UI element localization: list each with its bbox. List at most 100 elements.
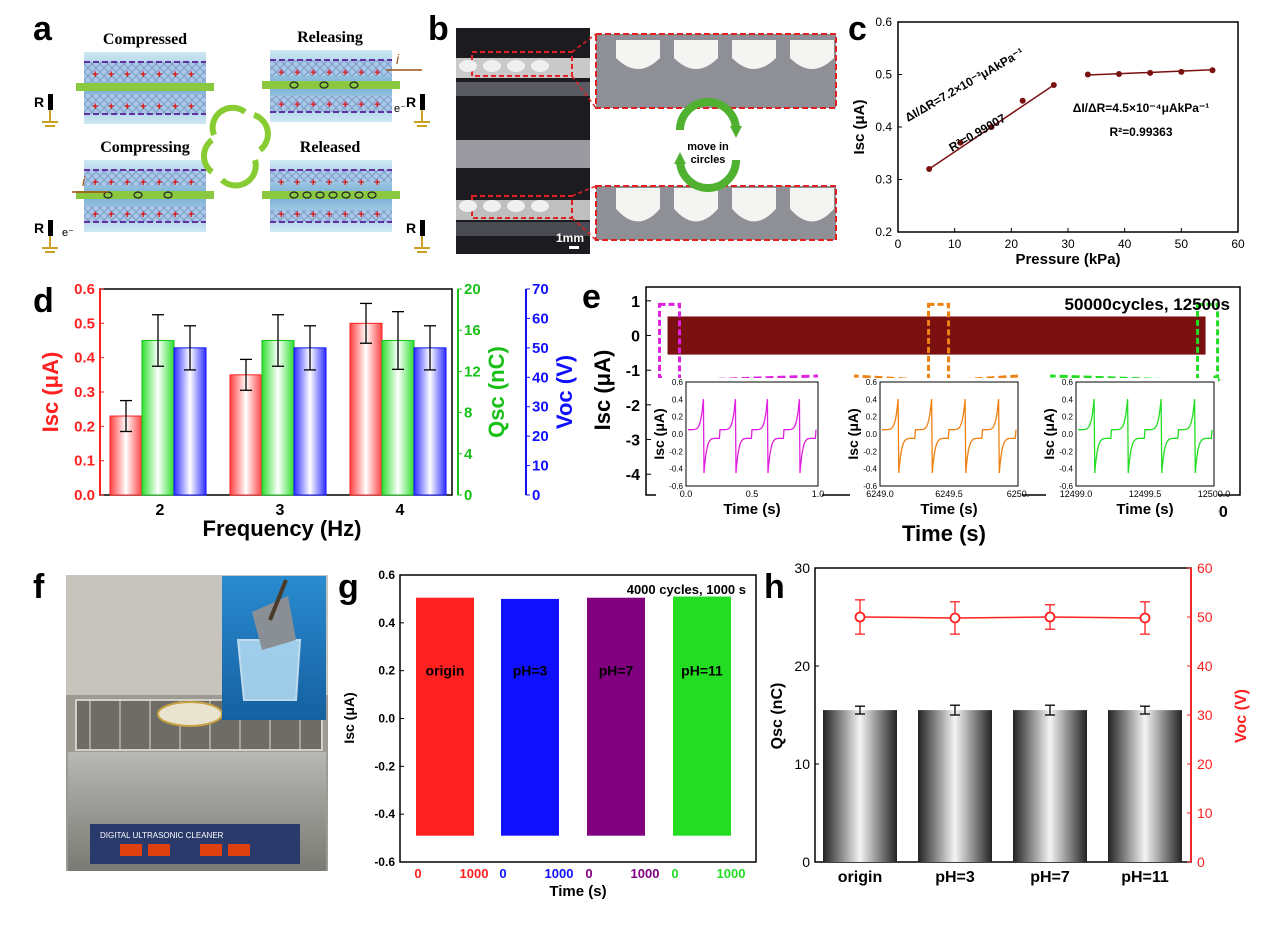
svg-text:+: + xyxy=(358,67,364,79)
ytick-d: 20 xyxy=(464,281,481,298)
svg-text:R: R xyxy=(406,220,416,236)
ytick-c: 0.5 xyxy=(875,68,892,82)
xlabel-e: Time (s) xyxy=(902,521,986,546)
ytick-c: 0.2 xyxy=(875,225,892,239)
display-2 xyxy=(148,844,170,856)
ytick-d: 0.6 xyxy=(74,281,95,298)
point-c xyxy=(1116,70,1122,77)
title-g: 4000 cycles, 1000 s xyxy=(627,582,746,597)
svg-text:+: + xyxy=(92,177,98,189)
y2tick-h: 0 xyxy=(1197,854,1205,870)
inset-ytick: 0.6 xyxy=(672,378,684,387)
svg-text:+: + xyxy=(294,209,300,221)
highlight-box-e3 xyxy=(1196,302,1220,383)
y2tick-h: 10 xyxy=(1197,805,1213,821)
y2tick-h: 30 xyxy=(1197,707,1213,723)
ylabel-d-voc: Voc (V) xyxy=(552,355,577,429)
title-e: 50000cycles, 12500s xyxy=(1065,295,1230,314)
ytick-d: 0.4 xyxy=(74,350,96,367)
bump-4 xyxy=(790,40,834,69)
axes-c: 0 10 20 30 40 50 60 0.2 0.3 0.4 0.5 0.6 xyxy=(875,15,1245,251)
inset-ytick: -0.6 xyxy=(863,482,877,491)
xtick-h: pH=7 xyxy=(1030,869,1070,886)
svg-text:+: + xyxy=(124,177,130,189)
ytick-d: 4 xyxy=(464,446,473,463)
inset-ytick: -0.2 xyxy=(863,447,877,456)
signal-band-e xyxy=(667,316,1206,355)
svg-text:+: + xyxy=(358,209,364,221)
inset-waveform xyxy=(882,399,1017,474)
title-released: Released xyxy=(300,139,361,156)
signal-block-g4 xyxy=(673,596,731,836)
diagram-releasing: + + + + + + + + + + + + + + xyxy=(262,50,400,122)
y2label-h: Voc (V) xyxy=(1233,689,1250,743)
svg-text:+: + xyxy=(342,209,348,221)
svg-text:+: + xyxy=(310,67,316,79)
inset-xtick: 1.0 xyxy=(812,489,825,499)
ytick-d: 8 xyxy=(464,405,472,422)
svg-text:+: + xyxy=(172,69,178,81)
signal-block-g3 xyxy=(587,597,645,836)
ytick-d: 50 xyxy=(532,340,549,357)
svg-text:R: R xyxy=(34,94,44,110)
svg-text:+: + xyxy=(156,209,162,221)
micro-bump-4 xyxy=(531,60,549,72)
sample-mesh xyxy=(252,596,296,650)
bar-h xyxy=(1108,710,1182,862)
svg-text:+: + xyxy=(342,177,348,189)
svg-text:+: + xyxy=(342,67,348,79)
xlabel-g: Time (s) xyxy=(549,883,606,900)
title-releasing: Releasing xyxy=(297,29,363,46)
svg-text:+: + xyxy=(188,101,194,113)
annot-r2-2: R²=0.99363 xyxy=(1109,125,1172,139)
svg-text:+: + xyxy=(156,69,162,81)
xlabel-c: Pressure (kPa) xyxy=(1015,251,1120,268)
beaker xyxy=(236,639,302,701)
ylabel-d-qsc: Qsc (nC) xyxy=(484,346,509,438)
highlight-box-e1 xyxy=(658,302,682,383)
inset-ytick: 0.0 xyxy=(1062,430,1074,439)
xtick-g-start: 0 xyxy=(585,866,592,881)
micro-bump-3 xyxy=(507,60,525,72)
voc-point-h xyxy=(1139,612,1151,624)
svg-text:+: + xyxy=(358,177,364,189)
micro-bump-1 xyxy=(459,60,477,72)
micro-bump-6 xyxy=(483,200,501,212)
annot-r2-1: R²=0.99007 xyxy=(947,111,1009,155)
inset-ytick: -0.2 xyxy=(669,447,683,456)
inset-ytick: 0.0 xyxy=(866,430,878,439)
scale-bar xyxy=(569,246,579,249)
petri-dish xyxy=(157,701,223,727)
ytick-c: 0.4 xyxy=(875,120,892,134)
y2tick-h: 60 xyxy=(1197,560,1213,576)
svg-text:+: + xyxy=(278,99,284,111)
svg-text:+: + xyxy=(294,99,300,111)
svg-text:+: + xyxy=(188,177,194,189)
electron-label-2: e⁻ xyxy=(62,227,74,239)
scale-bar-label: 1mm xyxy=(556,231,584,245)
panel-label-c: c xyxy=(848,10,867,48)
panel-a: a Compressed Releasing Compressing Relea… xyxy=(33,10,430,253)
svg-text:R: R xyxy=(34,220,44,236)
block-label-g: pH=7 xyxy=(599,663,634,679)
bar-h xyxy=(823,710,897,862)
ytick-e: 1 xyxy=(631,294,640,311)
block-label-g: pH=3 xyxy=(513,663,548,679)
bar-h xyxy=(1013,710,1087,862)
bump-8 xyxy=(790,188,834,222)
current-label-1: i xyxy=(396,51,400,67)
diagram-compressed: + + + + + + + + + + + + + + xyxy=(76,52,214,124)
panel-label-a: a xyxy=(33,10,53,48)
point-c xyxy=(1147,69,1154,76)
inset-ytick: 0.0 xyxy=(672,430,684,439)
micro-bump-5 xyxy=(459,200,477,212)
panel-label-d: d xyxy=(33,282,54,320)
panel-label-h: h xyxy=(764,568,785,606)
bump-3 xyxy=(732,40,776,69)
diagram-compressing: + + + + + + + + + + + + + + xyxy=(76,160,214,232)
ytick-e: 0 xyxy=(631,329,640,346)
xtick-h: origin xyxy=(838,869,882,886)
panel-label-b: b xyxy=(428,10,449,48)
bump-6 xyxy=(674,188,718,222)
inset-ylabel: Isc (μA) xyxy=(845,408,861,459)
